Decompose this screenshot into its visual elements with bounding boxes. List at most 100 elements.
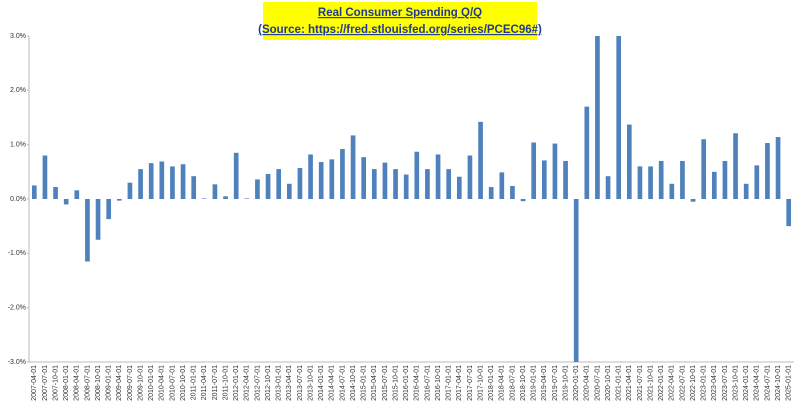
bar [329,159,335,199]
x-tick-label: 2007-07-01 [42,365,49,401]
bar [541,160,547,199]
y-tick-label: 3.0% [10,33,26,40]
y-tick-label: -3.0% [8,359,26,366]
x-tick-label: 2022-01-01 [658,365,665,401]
bar [138,169,143,199]
bar [170,166,175,199]
x-tick-label: 2014-04-01 [329,365,336,401]
bar [127,182,133,199]
x-tick-label: 2019-10-01 [562,365,569,401]
bar [563,160,568,199]
x-tick-label: 2015-07-01 [382,365,389,401]
x-tick-label: 2015-01-01 [361,365,368,401]
x-tick-label: 2023-07-01 [722,365,729,401]
bar [276,169,282,199]
x-tick-label: 2008-10-01 [95,365,102,401]
bar [244,198,250,199]
bar [393,169,398,199]
bar [382,162,388,199]
bar [467,155,473,199]
bar [53,187,58,199]
bar [297,168,303,199]
bar [201,198,207,199]
x-tick-label: 2020-01-01 [573,365,580,401]
x-tick-label: 2013-10-01 [307,365,314,401]
x-tick-label: 2007-04-01 [31,365,38,401]
x-tick-label: 2007-10-01 [52,365,59,401]
bar [180,164,186,199]
y-tick-label: 1.0% [10,142,26,149]
x-tick-label: 2012-10-01 [265,365,272,401]
chart-title: Real Consumer Spending Q/Q [318,7,482,19]
x-tick-label: 2024-04-01 [754,365,761,401]
bar [499,172,505,199]
x-tick-label: 2022-10-01 [690,365,697,401]
x-tick-label: 2010-04-01 [159,365,166,401]
x-tick-label: 2020-07-01 [594,365,601,401]
x-tick-label: 2023-01-01 [701,365,708,401]
bar [722,160,728,199]
x-tick-label: 2019-01-01 [531,365,538,401]
x-tick-label: 2022-07-01 [679,365,686,401]
x-tick-label: 2008-04-01 [74,365,81,401]
x-tick-label: 2022-04-01 [669,365,676,401]
bar [754,165,760,199]
bar [223,196,228,199]
x-tick-label: 2017-07-01 [467,365,474,401]
x-tick-label: 2011-04-01 [201,365,208,400]
x-tick-label: 2021-10-01 [647,365,654,401]
bar [159,161,165,199]
bar [680,160,685,199]
x-tick-label: 2016-01-01 [403,365,410,401]
bar [435,154,441,199]
bar [690,199,696,202]
x-tick-label: 2013-07-01 [297,365,304,401]
bar [648,166,653,199]
x-tick-label: 2020-10-01 [605,365,612,401]
y-tick-label: -1.0% [8,250,26,257]
x-tick-label: 2024-10-01 [775,365,782,401]
bar [446,169,452,199]
x-tick-label: 2016-07-01 [424,365,431,401]
x-tick-label: 2016-10-01 [435,365,442,401]
bar [63,199,69,205]
bar [765,143,770,199]
bar [488,187,494,199]
bar [701,139,707,199]
bar [658,160,664,199]
x-tick-label: 2021-01-01 [616,365,623,401]
bar [520,199,526,202]
title-box [263,2,537,40]
bar [95,199,101,240]
bar [595,36,600,199]
y-tick-label: 2.0% [10,87,26,94]
bar [191,176,197,199]
bar [116,199,122,201]
x-tick-label: 2009-01-01 [106,365,113,401]
y-tick-label: 0.0% [10,196,26,203]
x-tick-label: 2020-04-01 [584,365,591,401]
bar [42,155,48,199]
bar [85,199,90,262]
x-tick-label: 2011-10-01 [222,365,229,400]
bar [616,36,622,199]
x-tick-label: 2018-10-01 [520,365,527,401]
x-tick-label: 2010-01-01 [148,365,155,401]
x-tick-label: 2025-01-01 [786,365,793,401]
bar [510,185,515,199]
x-tick-label: 2015-04-01 [371,365,378,401]
x-tick-label: 2017-04-01 [456,365,463,401]
x-tick-label: 2012-07-01 [254,365,261,401]
bar [605,176,611,199]
bar [711,171,717,199]
bar [786,199,792,227]
x-tick-label: 2024-07-01 [764,365,771,401]
x-tick-label: 2012-01-01 [233,365,240,401]
bar [308,154,313,199]
bar [584,106,590,199]
bar [350,135,356,199]
bar [371,169,377,199]
x-tick-label: 2011-07-01 [212,365,219,400]
bar [31,185,37,199]
